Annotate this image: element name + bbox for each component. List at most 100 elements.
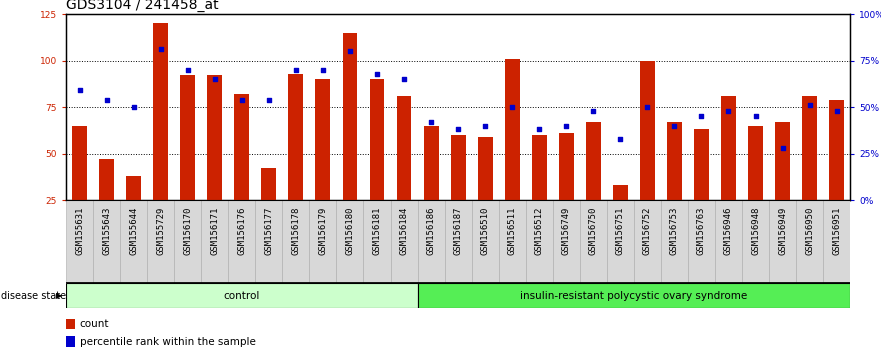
Point — [424, 119, 438, 125]
Point — [478, 123, 492, 129]
Bar — [532, 135, 547, 246]
Bar — [66, 319, 75, 329]
Text: GSM155729: GSM155729 — [156, 207, 166, 255]
Bar — [66, 283, 418, 308]
Point — [722, 108, 736, 114]
Bar — [451, 135, 465, 246]
Point — [613, 136, 627, 142]
Point — [586, 108, 600, 114]
Point — [100, 97, 114, 103]
Bar — [586, 122, 601, 246]
Bar — [283, 200, 309, 283]
Text: GSM156176: GSM156176 — [237, 207, 247, 255]
Bar — [667, 122, 682, 246]
Text: GDS3104 / 241458_at: GDS3104 / 241458_at — [66, 0, 218, 12]
Point — [640, 104, 655, 110]
Point — [289, 67, 303, 73]
Bar — [607, 200, 633, 283]
Bar — [721, 96, 736, 246]
Bar — [343, 33, 358, 246]
Bar — [748, 126, 763, 246]
Text: GSM156187: GSM156187 — [454, 207, 463, 255]
Text: GSM156510: GSM156510 — [481, 207, 490, 255]
Bar — [424, 126, 439, 246]
Text: insulin-resistant polycystic ovary syndrome: insulin-resistant polycystic ovary syndr… — [521, 291, 747, 301]
Text: GSM156178: GSM156178 — [292, 207, 300, 255]
Text: GSM156184: GSM156184 — [400, 207, 409, 255]
Bar — [796, 200, 823, 283]
Point — [181, 67, 195, 73]
Bar — [309, 200, 337, 283]
Text: count: count — [79, 319, 109, 329]
Bar — [72, 126, 87, 246]
Point — [316, 67, 330, 73]
Point — [830, 108, 844, 114]
Bar — [694, 130, 709, 246]
Text: GSM156177: GSM156177 — [264, 207, 273, 255]
Text: GSM156949: GSM156949 — [778, 207, 787, 255]
Bar — [288, 74, 303, 246]
Text: GSM155631: GSM155631 — [75, 207, 84, 255]
Bar — [262, 169, 277, 246]
Bar — [580, 200, 607, 283]
Text: percentile rank within the sample: percentile rank within the sample — [79, 337, 255, 347]
Bar — [505, 59, 520, 246]
Point — [234, 97, 248, 103]
Bar — [396, 96, 411, 246]
Point — [127, 104, 141, 110]
Text: GSM156751: GSM156751 — [616, 207, 625, 255]
Bar — [823, 200, 850, 283]
Bar — [613, 185, 628, 246]
Point — [694, 114, 708, 119]
Bar — [126, 176, 141, 246]
Text: GSM156170: GSM156170 — [183, 207, 192, 255]
Bar — [66, 200, 93, 283]
Bar — [207, 75, 222, 246]
Text: control: control — [224, 291, 260, 301]
Point — [262, 97, 276, 103]
Bar — [526, 200, 552, 283]
Bar — [174, 200, 201, 283]
Bar — [255, 200, 283, 283]
Text: ▶: ▶ — [56, 291, 62, 300]
Point — [208, 76, 222, 82]
Bar — [228, 200, 255, 283]
Text: GSM156752: GSM156752 — [643, 207, 652, 255]
Text: GSM156946: GSM156946 — [724, 207, 733, 255]
Point — [775, 145, 789, 151]
Bar — [775, 122, 790, 246]
Bar — [234, 94, 249, 246]
Bar — [93, 200, 120, 283]
Bar — [640, 61, 655, 246]
Point — [532, 127, 546, 132]
Bar — [100, 159, 114, 246]
Text: GSM156763: GSM156763 — [697, 207, 706, 255]
Text: GSM156180: GSM156180 — [345, 207, 354, 255]
Bar — [315, 79, 330, 246]
Bar — [471, 200, 499, 283]
Bar — [418, 283, 850, 308]
Bar — [147, 200, 174, 283]
Point — [505, 104, 519, 110]
Point — [72, 87, 86, 93]
Text: GSM156749: GSM156749 — [562, 207, 571, 255]
Bar — [201, 200, 228, 283]
Bar — [66, 336, 75, 347]
Text: disease state: disease state — [1, 291, 66, 301]
Bar — [120, 200, 147, 283]
Text: GSM156186: GSM156186 — [426, 207, 435, 255]
Bar — [559, 133, 574, 246]
Point — [397, 76, 411, 82]
Bar — [364, 200, 390, 283]
Bar — [478, 137, 492, 246]
Text: GSM156753: GSM156753 — [670, 207, 679, 255]
Bar — [153, 23, 168, 246]
Point — [803, 102, 817, 108]
Bar — [661, 200, 688, 283]
Bar — [390, 200, 418, 283]
Bar — [418, 200, 445, 283]
Bar — [337, 200, 364, 283]
Point — [749, 114, 763, 119]
Bar — [633, 200, 661, 283]
Text: GSM156511: GSM156511 — [507, 207, 516, 255]
